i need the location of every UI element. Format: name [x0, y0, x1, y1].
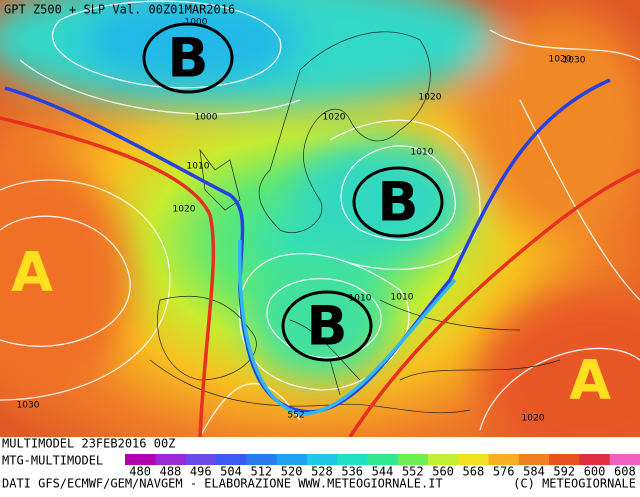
legend-tick-label: 576: [493, 465, 515, 479]
low-label: B: [167, 27, 208, 90]
legend-tick-label: 536: [341, 465, 363, 479]
run-label: MULTIMODEL 23FEB2016 00Z: [2, 437, 175, 451]
legend-swatch: [427, 454, 459, 465]
legend-swatch: [215, 454, 247, 465]
isobar-label: 1020: [419, 93, 442, 103]
legend-tick-label: 560: [432, 465, 454, 479]
legend-swatch: [549, 454, 580, 465]
legend-swatch: [337, 454, 368, 465]
legend-tick-label: 520: [281, 465, 303, 479]
map-title: GPT Z500 + SLP Val. 00Z01MAR2016: [4, 3, 235, 17]
isobar-label: 1010: [391, 293, 414, 303]
low-ring: [281, 290, 373, 362]
legend-tick-label: 592: [553, 465, 575, 479]
isobar-label: 1010: [349, 294, 372, 304]
isobar-label: 1020: [522, 414, 545, 424]
legend-tick-label: 496: [190, 465, 212, 479]
isobar-label: 1030: [563, 56, 586, 66]
legend-tick-label: 488: [160, 465, 182, 479]
legend-swatch: [397, 454, 429, 465]
legend-swatch: [609, 454, 640, 465]
color-legend: 480 488 496 504 512 520 528 536 544 552 560 568 576 5…: [125, 454, 640, 479]
copyright: (C) METEOGIORNALE: [513, 477, 636, 491]
isobar-label: 1000: [185, 18, 208, 28]
legend-tick-label: 600: [584, 465, 606, 479]
isobar-label: 552: [287, 411, 304, 421]
legend-swatch: [246, 454, 277, 465]
legend-tick-label: 552: [402, 465, 424, 479]
legend-tick-label: 480: [129, 465, 151, 479]
isobar-label: 1030: [17, 401, 40, 411]
legend-swatch: [488, 454, 520, 465]
isobar-label: 1010: [187, 162, 210, 172]
high-label: A: [11, 241, 53, 304]
credits: DATI GFS/ECMWF/GEM/NAVGEM - ELABORAZIONE…: [2, 477, 443, 491]
legend-swatch: [367, 454, 399, 465]
legend-tick-label: 528: [311, 465, 333, 479]
legend-swatch: [579, 454, 611, 465]
legend-tick-label: 512: [250, 465, 272, 479]
legend-swatch: [518, 454, 550, 465]
low-label: B: [377, 171, 418, 234]
low-ring: [142, 22, 234, 94]
isobar-label: 1010: [411, 148, 434, 158]
legend-swatch: [458, 454, 490, 465]
isobar-label: 1020: [323, 113, 346, 123]
isobar-label: 1020: [173, 205, 196, 215]
model-label: MTG-MULTIMODEL: [2, 454, 103, 468]
legend-tick-label: 584: [523, 465, 545, 479]
legend-swatch: [276, 454, 308, 465]
legend-swatch: [155, 454, 187, 465]
high-label: A: [569, 349, 611, 412]
legend-tick-label: 504: [220, 465, 242, 479]
isobar-label: 1020: [549, 55, 572, 65]
legend-swatch: [306, 454, 338, 465]
legend-tick-label: 568: [463, 465, 485, 479]
legend-tick-label: 544: [372, 465, 394, 479]
low-ring: [352, 166, 444, 238]
legend-swatch: [185, 454, 217, 465]
isobar-label: 1000: [195, 113, 218, 123]
legend-swatch: [125, 454, 156, 465]
low-label: B: [306, 295, 347, 358]
legend-tick-label: 608: [614, 465, 636, 479]
